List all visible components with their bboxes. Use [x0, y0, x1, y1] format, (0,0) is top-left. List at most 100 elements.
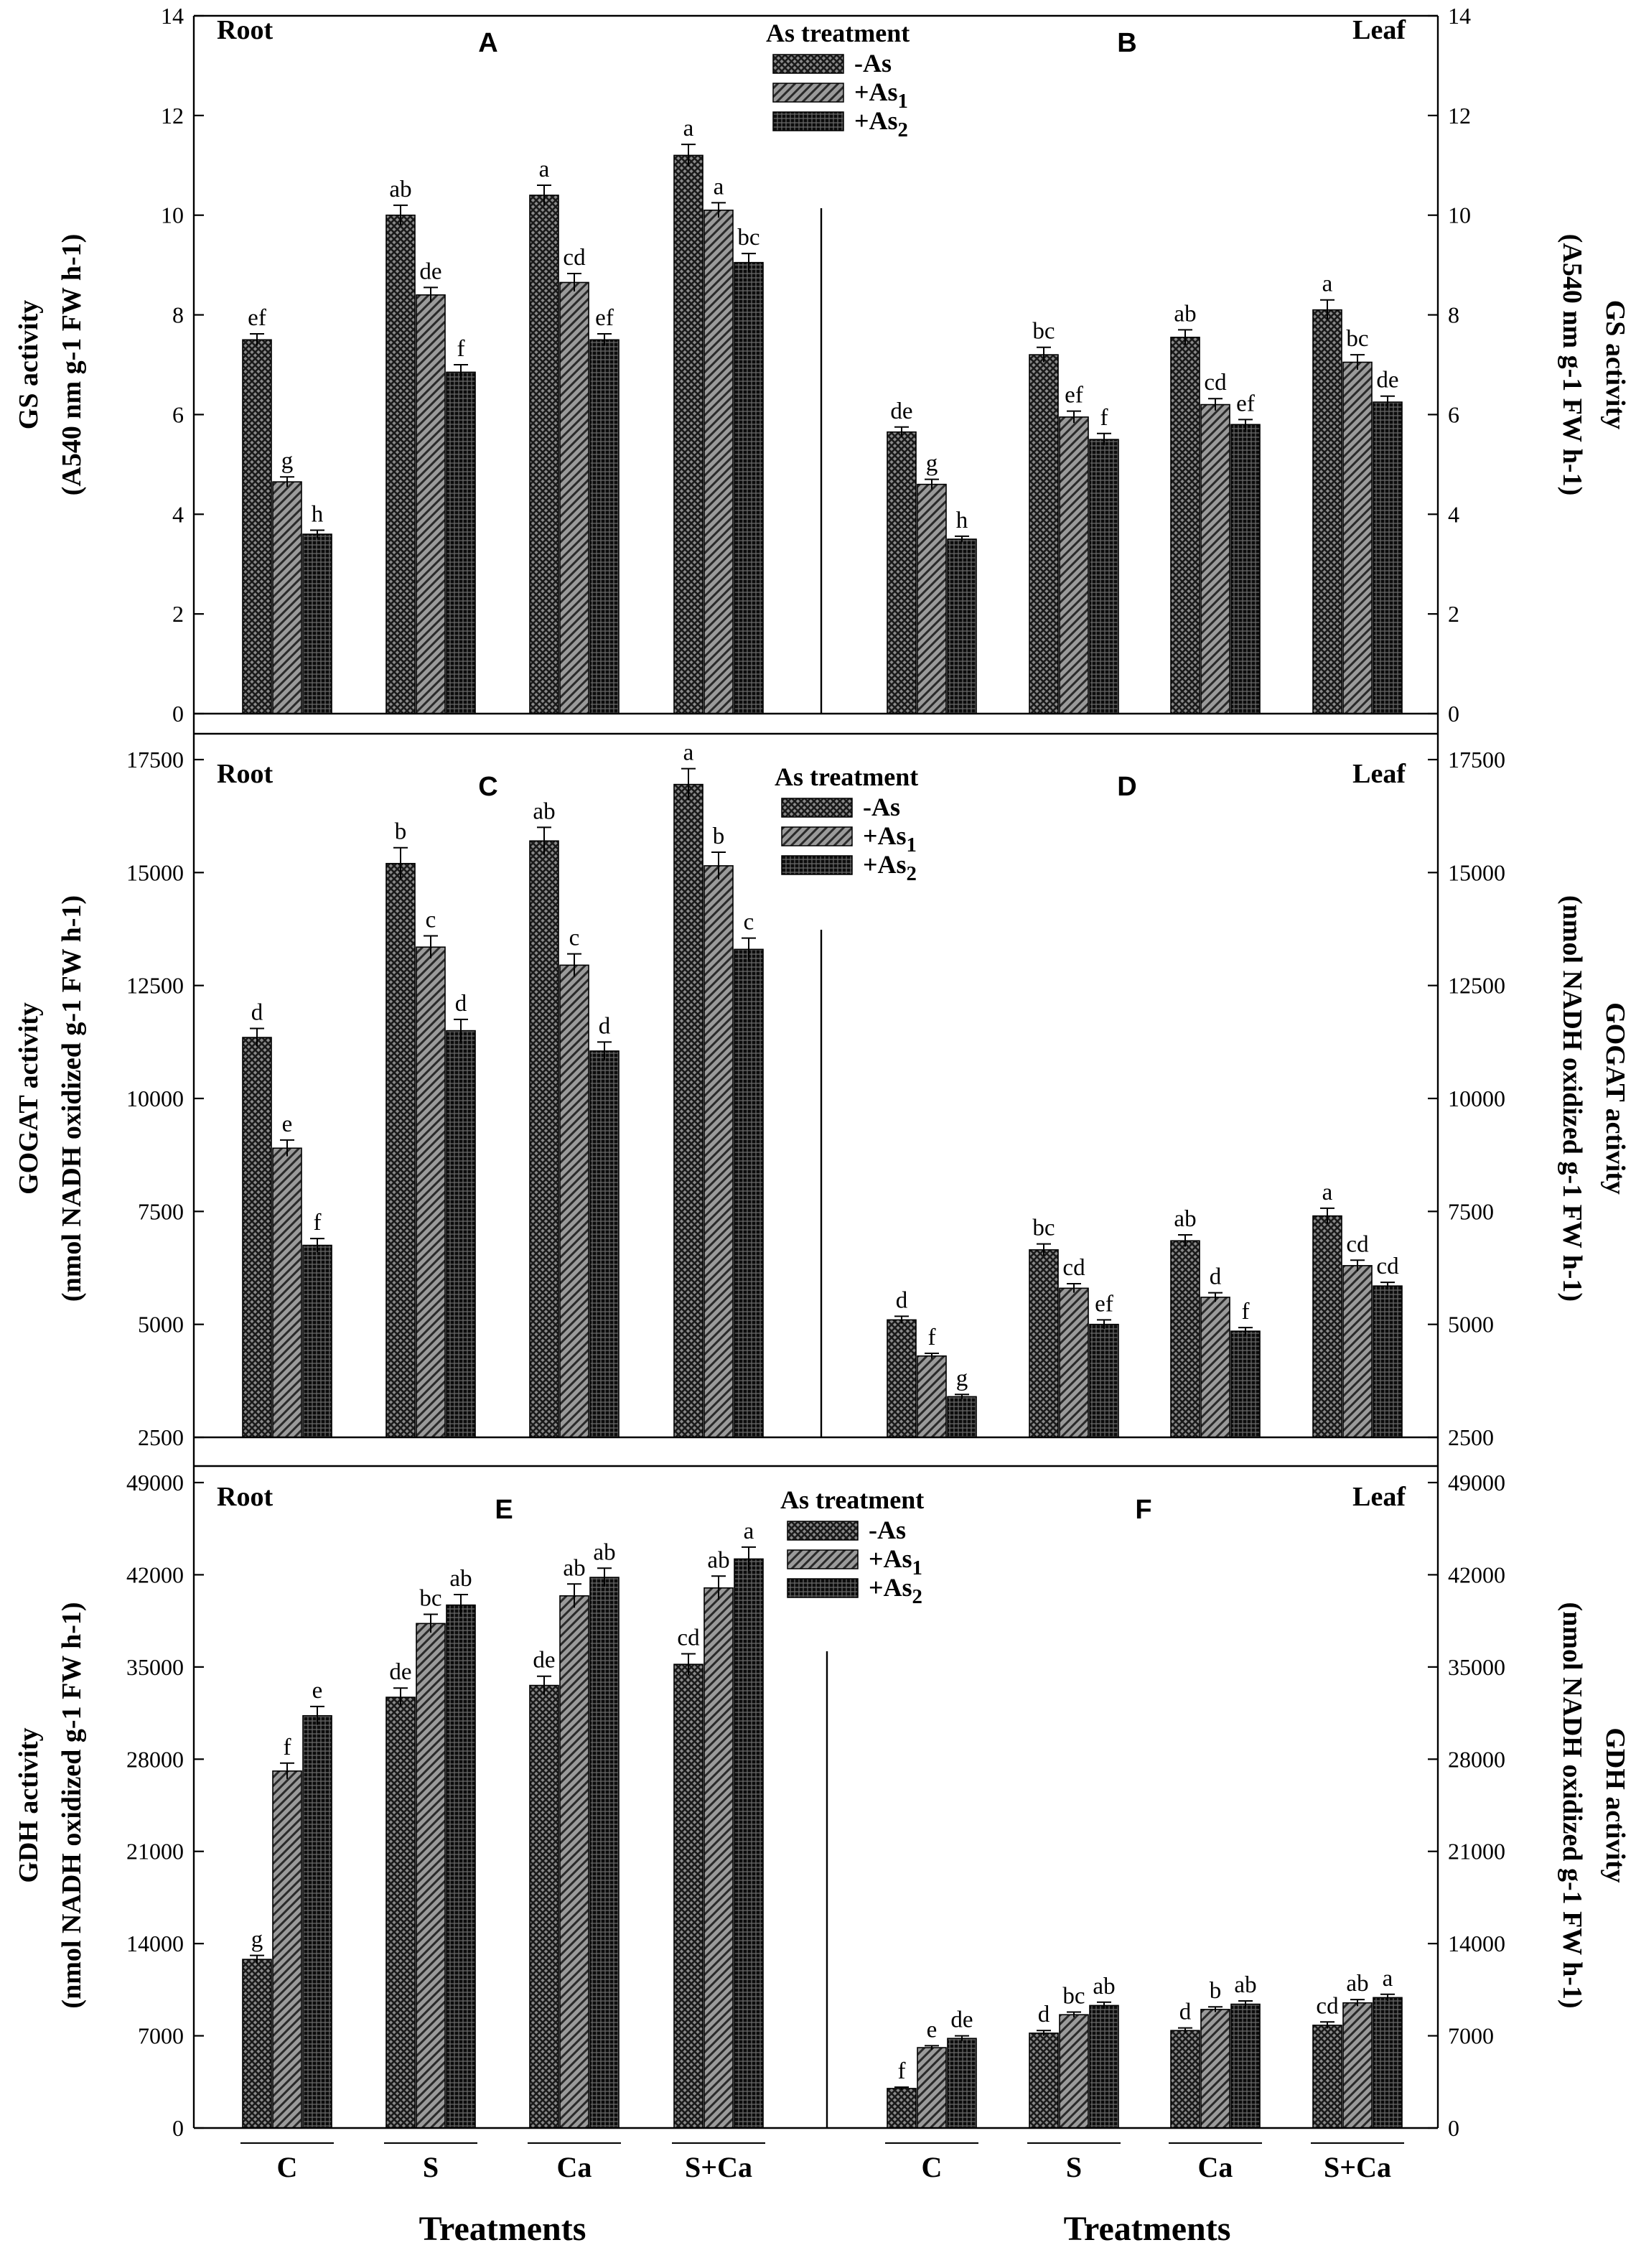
- significance-letter: de: [533, 1648, 555, 1674]
- significance-letter: ef: [248, 305, 266, 331]
- tissue-label: Leaf: [1352, 15, 1406, 45]
- legend-swatch-1: [772, 83, 844, 103]
- significance-letter: h: [312, 502, 324, 528]
- significance-letter: ab: [563, 1555, 585, 1581]
- y-axis-unit: (A540 nm g-1 FW h-1): [1557, 234, 1587, 496]
- significance-letter: bc: [1346, 326, 1368, 352]
- y-tick-label: 35000: [1448, 1654, 1505, 1680]
- bar-B-C-1: [917, 483, 947, 714]
- panel-B: 0 2 4 6 8 10 12 14 GS activity (A540 nm g-1 FW h-…: [887, 3, 1630, 727]
- panel-A: 0 2 4 6 8 10 12 14 GS activity (A540 nm g-1 FW h-…: [14, 3, 910, 727]
- bar-C-S-1: [416, 946, 446, 1438]
- y-tick-label: 6: [172, 401, 184, 427]
- y-axis-title: GOGAT activity: [14, 1002, 44, 1195]
- significance-letter: bc: [419, 1585, 441, 1611]
- y-tick-label: 0: [1448, 2115, 1459, 2141]
- panel-D: 2500 5000 7500 10000 12500 15000 17500 GOGAT ac…: [887, 747, 1630, 1450]
- bar-F-C-1: [917, 2047, 947, 2129]
- y-tick-label: 0: [172, 2115, 184, 2141]
- y-axis-title: GS activity: [1600, 300, 1630, 429]
- significance-letter: cd: [677, 1625, 700, 1651]
- y-axis-unit: (nmol NADH oxidized g-1 FW h-1): [1557, 1602, 1587, 2008]
- significance-letter: cd: [1376, 1254, 1399, 1279]
- bar-D-C-0: [887, 1319, 917, 1438]
- y-tick-label: 14: [161, 3, 184, 29]
- significance-letter: cd: [563, 245, 586, 271]
- bar-B-C-2: [947, 538, 977, 714]
- category-label: C: [277, 2151, 298, 2183]
- significance-letter: a: [1322, 271, 1333, 297]
- bar-B-S+Ca-2: [1373, 401, 1403, 714]
- bar-A-Ca-2: [589, 339, 620, 714]
- y-tick-label: 35000: [126, 1654, 184, 1680]
- significance-letter: a: [1383, 1966, 1393, 1992]
- significance-letter: de: [890, 398, 912, 424]
- tissue-label: Leaf: [1352, 1482, 1406, 1512]
- significance-letter: ab: [1174, 301, 1196, 327]
- significance-letter: h: [956, 508, 968, 533]
- y-tick-label: 10: [161, 202, 184, 228]
- legend-title: As treatment: [780, 1485, 924, 1514]
- bar-A-C-2: [302, 533, 332, 714]
- bar-F-S+Ca-0: [1312, 2025, 1342, 2129]
- bar-B-Ca-2: [1230, 424, 1261, 714]
- bar-B-S+Ca-0: [1312, 309, 1342, 714]
- significance-letter: c: [426, 907, 436, 933]
- legend-swatch-0: [787, 1521, 859, 1541]
- bar-F-C-2: [947, 2038, 977, 2129]
- y-tick-label: 17500: [126, 747, 184, 773]
- significance-letter: ab: [389, 177, 411, 202]
- bar-A-S-0: [385, 214, 416, 714]
- y-tick-label: 14000: [1448, 1931, 1505, 1956]
- significance-letter: ef: [595, 305, 614, 331]
- y-axis-title: GDH activity: [1600, 1727, 1630, 1882]
- bar-D-Ca-1: [1200, 1297, 1230, 1438]
- y-tick-label: 49000: [126, 1470, 184, 1495]
- y-axis-title: GS activity: [14, 300, 44, 429]
- significance-letter: d: [455, 991, 467, 1017]
- bar-B-S-2: [1089, 439, 1119, 714]
- legend-label-2: +As2: [869, 1573, 922, 1608]
- significance-letter: ab: [533, 798, 555, 824]
- tissue-label: Root: [217, 759, 273, 789]
- y-tick-label: 10000: [1448, 1086, 1505, 1111]
- bar-E-C-1: [272, 1770, 302, 2129]
- y-tick-label: 7000: [138, 2023, 184, 2049]
- tissue-label: Leaf: [1352, 759, 1406, 789]
- y-tick-label: 2500: [1448, 1424, 1494, 1450]
- bar-C-Ca-1: [559, 964, 589, 1438]
- y-tick-label: 6: [1448, 401, 1459, 427]
- panel-letter: E: [495, 1495, 513, 1525]
- panel-letter: B: [1117, 28, 1136, 58]
- legend-swatch-2: [781, 855, 853, 875]
- bar-C-C-1: [272, 1147, 302, 1438]
- y-tick-label: 21000: [1448, 1839, 1505, 1865]
- significance-letter: de: [1376, 368, 1398, 393]
- bar-A-S+Ca-2: [734, 261, 764, 714]
- y-tick-label: 10: [1448, 202, 1471, 228]
- bar-E-S-1: [416, 1623, 446, 2129]
- x-axis-title: Treatments: [419, 2210, 586, 2248]
- x-axis-title: Treatments: [1064, 2210, 1231, 2248]
- significance-letter: g: [251, 1927, 263, 1953]
- bar-B-S-1: [1059, 416, 1089, 714]
- significance-letter: f: [1100, 405, 1108, 431]
- bar-E-S+Ca-0: [673, 1663, 704, 2129]
- legend-label-1: +As1: [869, 1544, 922, 1579]
- significance-letter: b: [1210, 1978, 1222, 2004]
- bar-A-Ca-0: [529, 195, 559, 714]
- tissue-label: Root: [217, 15, 273, 45]
- y-tick-label: 2: [172, 601, 184, 627]
- legend-label-2: +As2: [854, 106, 908, 141]
- bar-D-S-1: [1059, 1287, 1089, 1438]
- significance-letter: e: [312, 1678, 323, 1704]
- y-axis-title: GOGAT activity: [1600, 1002, 1630, 1195]
- bar-B-C-0: [887, 431, 917, 714]
- significance-letter: f: [928, 1325, 936, 1350]
- bar-F-Ca-0: [1170, 2030, 1200, 2129]
- significance-letter: ef: [1065, 383, 1083, 409]
- bar-B-Ca-1: [1200, 403, 1230, 714]
- bar-E-Ca-2: [589, 1577, 620, 2129]
- significance-letter: b: [395, 819, 407, 845]
- y-axis-unit: (nmol NADH oxidized g-1 FW h-1): [57, 1602, 87, 2008]
